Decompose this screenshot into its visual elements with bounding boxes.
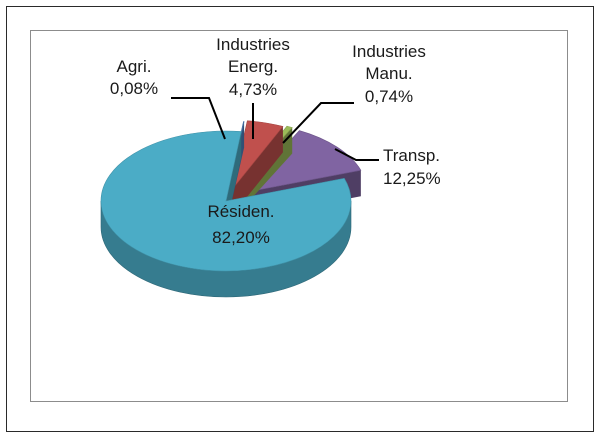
slice-top bbox=[100, 130, 352, 272]
leader-agri bbox=[171, 97, 226, 140]
leader-manu bbox=[282, 102, 354, 144]
slice-top bbox=[241, 130, 362, 194]
chart-area: Agri. 0,08% Industries Energ. 4,73% Indu… bbox=[30, 30, 568, 402]
slice-value-residen: 82,20% bbox=[212, 228, 270, 247]
slice-label-agri: Agri. bbox=[117, 57, 152, 76]
slice-cut-face bbox=[231, 126, 283, 217]
leader-transp bbox=[334, 148, 379, 161]
slice-value-energ: 4,73% bbox=[229, 80, 277, 99]
pie-slices bbox=[100, 120, 362, 298]
leader-lines bbox=[171, 97, 379, 161]
slice-label-manu-line2: Manu. bbox=[365, 64, 412, 83]
slice-label-transp: Transp. bbox=[383, 146, 440, 165]
slice-label-residen: Résiden. bbox=[207, 202, 274, 221]
pie-chart: Agri. 0,08% Industries Energ. 4,73% Indu… bbox=[100, 35, 441, 298]
slice-value-transp: 12,25% bbox=[383, 169, 441, 188]
slice-value-agri: 0,08% bbox=[110, 79, 158, 98]
slice-top bbox=[231, 120, 284, 191]
slice-label-energ-line1: Industries bbox=[216, 35, 290, 54]
slice-label-energ-line2: Energ. bbox=[228, 57, 278, 76]
slice-value-manu: 0,74% bbox=[365, 87, 413, 106]
pie-slice-r-siden bbox=[100, 130, 352, 298]
slice-label-manu-line1: Industries bbox=[352, 42, 426, 61]
